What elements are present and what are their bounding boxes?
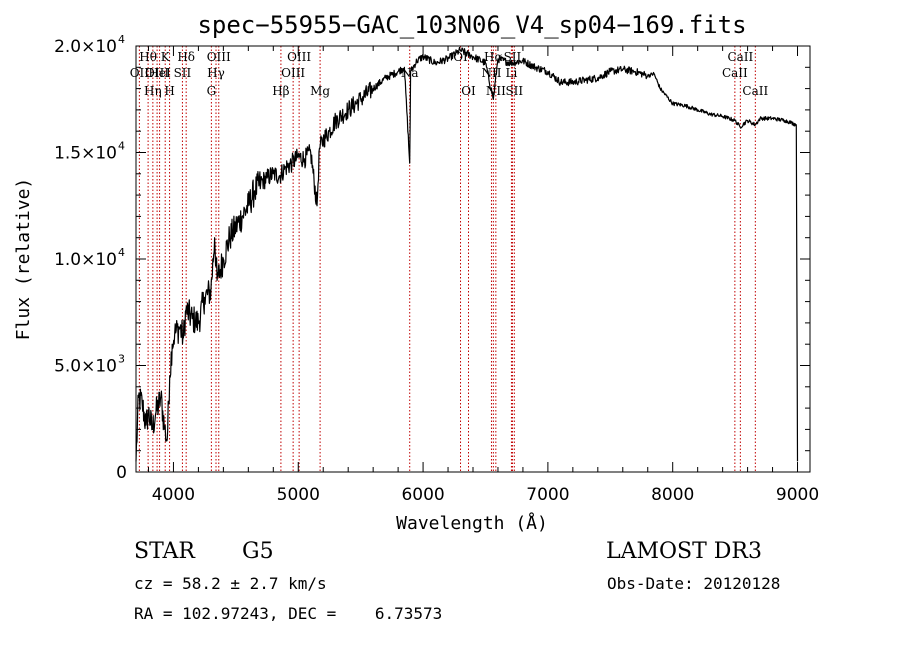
spectral-line-label: OII [130, 66, 150, 80]
spectral-line-label: Hγ [207, 66, 225, 80]
spectral-line-label: OIII [145, 66, 169, 80]
x-axis-label: Wavelength (Å) [396, 512, 548, 534]
chart-title: spec−55955−GAC_103N06_V4_sp04−169.fits [197, 11, 746, 39]
spectral-line-label: CaII [742, 84, 768, 98]
y-tick-exponent: 4 [118, 140, 125, 153]
x-tick-label: 4000 [152, 485, 195, 505]
y-tick-label: 2.0×10 [54, 37, 117, 57]
spectral-line-label: OIII [287, 50, 311, 64]
spectral-line-label: K [161, 50, 171, 64]
spectral-line-labels: OIIHθOIIIHeIHηKHSIIHδGHγOIIIHβOIIIOIIIMg… [130, 50, 769, 98]
y-tick-exponent: 4 [118, 33, 125, 46]
spectral-line-label: OI [453, 50, 468, 64]
object-type: STAR [134, 539, 195, 564]
spectral-line-label: Hθ [139, 50, 157, 64]
x-axis: 4000 5000 6000 7000 8000 9000 [147, 46, 819, 505]
spectral-line-label: Hδ [177, 50, 195, 64]
spectral-line-label: G [207, 84, 217, 98]
obs-date: Obs-Date: 20120128 [607, 574, 781, 593]
y-tick-label: 1.0×10 [54, 250, 117, 270]
y-tick-exponent: 4 [118, 246, 125, 259]
spectrum-line [135, 46, 799, 462]
plot-frame [135, 45, 811, 473]
spectral-line-label: OIII [281, 66, 305, 80]
spectral-line-label: SII [505, 84, 523, 98]
spectral-line-label: Hη [144, 84, 162, 98]
spectral-lines [138, 46, 756, 472]
spectral-line-label: Hβ [272, 84, 289, 98]
spectral-line-label: NII [486, 84, 506, 98]
spectral-line-label: CaII [722, 66, 748, 80]
y-axis: 05.0×10 31.0×10 41.5×10 42.0×10 4 [54, 33, 810, 483]
spectral-line-label: CaII [727, 50, 753, 64]
spectral-line-label: Na [401, 66, 419, 80]
y-axis-label: Flux (relative) [13, 178, 34, 341]
spectral-line-label: OI [461, 84, 476, 98]
x-tick-label: 8000 [651, 485, 694, 505]
spectral-line-label: Hα [484, 50, 503, 64]
x-tick-label: 5000 [277, 485, 320, 505]
spectral-line-label: Mg [310, 84, 330, 98]
spectral-line-label: NII [481, 66, 501, 80]
y-tick-label: 5.0×10 [54, 357, 117, 377]
spectral-line-label: HeI [148, 66, 171, 80]
coordinates: RA = 102.97243, DEC = 6.73573 [134, 604, 443, 623]
y-tick-label: 1.5×10 [54, 144, 117, 164]
x-tick-label: 6000 [401, 485, 444, 505]
survey-label: LAMOST DR3 [606, 539, 762, 564]
spectral-line-label: OIII [207, 50, 231, 64]
x-tick-label: 9000 [776, 485, 819, 505]
spectral-line-label: SII [504, 50, 522, 64]
y-tick-exponent: 3 [118, 353, 125, 366]
y-tick-label: 0 [116, 463, 127, 483]
spectral-line-label: Li [506, 66, 518, 80]
subclass: G5 [242, 539, 274, 564]
redshift-info: cz = 58.2 ± 2.7 km/s [134, 574, 327, 593]
spectral-line-label: SII [174, 66, 192, 80]
x-tick-label: 7000 [526, 485, 569, 505]
spectral-line-label: H [164, 84, 174, 98]
